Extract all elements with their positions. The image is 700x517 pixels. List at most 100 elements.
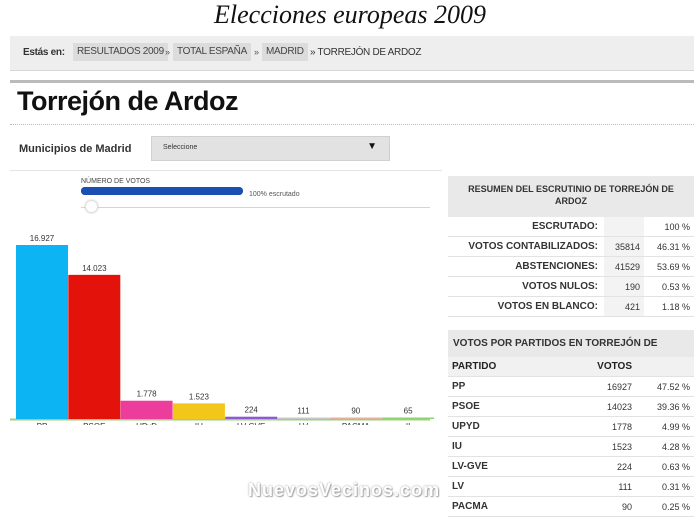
breadcrumb-current: » TORREJÓN DE ARDOZ bbox=[310, 47, 422, 58]
bar-value-label: 111 bbox=[297, 407, 310, 416]
summary-label: VOTOS NULOS: bbox=[448, 276, 604, 297]
summary-row: ABSTENCIONES: 41529 53.69 % bbox=[448, 256, 694, 277]
municipios-select-value: Seleccione bbox=[163, 144, 198, 151]
summary-value: 35814 bbox=[604, 236, 644, 257]
party-votes: 16927 bbox=[550, 376, 638, 397]
party-name: PP bbox=[448, 376, 551, 397]
party-pct: 0.63 % bbox=[638, 456, 694, 477]
breadcrumb-separator: » bbox=[254, 47, 260, 57]
bar-value-label: 90 bbox=[351, 407, 360, 416]
municipios-label: Municipios de Madrid bbox=[19, 143, 132, 155]
municipios-select[interactable]: Seleccione ▼ bbox=[151, 136, 390, 161]
bar-psoe bbox=[68, 274, 121, 419]
summary-pct: 0.53 % bbox=[644, 276, 694, 297]
progress-text: 100% escrutado bbox=[249, 191, 300, 198]
breadcrumb-total-espana[interactable]: TOTAL ESPAÑA bbox=[173, 43, 251, 61]
breadcrumb: Estás en: RESULTADOS 2009 » TOTAL ESPAÑA… bbox=[10, 36, 694, 71]
votes-row: PACMA 90 0.25 % bbox=[448, 496, 694, 517]
summary-pct: 46.31 % bbox=[644, 236, 694, 257]
bar-value-label: 14.023 bbox=[82, 264, 107, 273]
summary-table: ESCRUTADO: 100 % VOTOS CONTABILIZADOS: 3581… bbox=[448, 217, 694, 317]
party-name: PACMA bbox=[448, 496, 551, 517]
slider-handle[interactable] bbox=[85, 200, 98, 213]
summary-value bbox=[604, 217, 644, 237]
summary-pct: 53.69 % bbox=[644, 256, 694, 277]
col-votes-header: VOTOS bbox=[550, 357, 638, 377]
bar-lv-gve bbox=[225, 416, 278, 419]
category-label: II bbox=[406, 422, 410, 425]
party-pct: 39.36 % bbox=[638, 396, 694, 417]
summary-row: VOTOS NULOS: 190 0.53 % bbox=[448, 276, 694, 297]
bar-value-label: 1.523 bbox=[189, 392, 210, 401]
dropdown-arrow-icon: ▼ bbox=[367, 141, 377, 152]
party-pct: 0.31 % bbox=[638, 476, 694, 497]
votes-row: UPYD 1778 4.99 % bbox=[448, 416, 694, 437]
bar-pp bbox=[16, 245, 68, 419]
category-label: UPyD bbox=[136, 422, 157, 425]
breadcrumb-lead: Estás en: bbox=[23, 47, 65, 58]
breadcrumb-resultados[interactable]: RESULTADOS 2009 bbox=[73, 43, 168, 61]
party-pct: 4.99 % bbox=[638, 416, 694, 437]
breadcrumb-madrid[interactable]: MADRID bbox=[262, 43, 308, 61]
summary-value: 190 bbox=[604, 276, 644, 297]
party-votes: 111 bbox=[550, 476, 638, 497]
party-name: PSOE bbox=[448, 396, 551, 417]
bar-upyd bbox=[120, 400, 173, 419]
breadcrumb-separator: » bbox=[165, 47, 171, 57]
summary-row: VOTOS CONTABILIZADOS: 35814 46.31 % bbox=[448, 236, 694, 257]
summary-row: ESCRUTADO: 100 % bbox=[448, 217, 694, 237]
bar-lv bbox=[277, 417, 330, 419]
party-name: LV bbox=[448, 476, 551, 497]
slider-track[interactable] bbox=[81, 207, 430, 208]
category-label: IU bbox=[195, 422, 203, 425]
summary-label: VOTOS EN BLANCO: bbox=[448, 296, 604, 317]
bar-value-label: 1.778 bbox=[137, 390, 158, 399]
col-pct-header bbox=[638, 357, 694, 377]
party-votes: 1523 bbox=[550, 436, 638, 457]
votes-table: PARTIDO VOTOS PP 16927 47.52 % PSOE 14023 39.… bbox=[448, 357, 694, 517]
col-party-header: PARTIDO bbox=[448, 357, 551, 377]
bar-iu bbox=[172, 403, 225, 419]
summary-value: 41529 bbox=[604, 256, 644, 277]
masthead-title: Elecciones europeas 2009 bbox=[214, 0, 486, 29]
bar-value-label: 65 bbox=[404, 407, 413, 416]
summary-value: 421 bbox=[604, 296, 644, 317]
party-name: LV-GVE bbox=[448, 456, 551, 477]
votes-title: VOTOS POR PARTIDOS EN TORREJÓN DE ARDOZ bbox=[448, 330, 694, 376]
bar-pacma bbox=[329, 417, 382, 419]
summary-row: VOTOS EN BLANCO: 421 1.18 % bbox=[448, 296, 694, 317]
votes-row: LV-GVE 224 0.63 % bbox=[448, 456, 694, 477]
progress-label: NÚMERO DE VOTOS bbox=[81, 178, 151, 185]
category-label: LV-GVE bbox=[237, 422, 265, 425]
party-pct: 4.28 % bbox=[638, 436, 694, 457]
party-votes: 90 bbox=[550, 496, 638, 517]
category-label: PP bbox=[37, 422, 48, 425]
title-rule bbox=[10, 80, 694, 83]
category-label: LV bbox=[299, 422, 309, 425]
summary-title: RESUMEN DEL ESCRUTINIO DE TORREJÓN DE AR… bbox=[448, 176, 694, 217]
divider bbox=[10, 124, 694, 125]
bar-value-label: 16.927 bbox=[30, 234, 55, 243]
party-votes: 1778 bbox=[550, 416, 638, 437]
scrutiny-progress-bar bbox=[81, 187, 243, 195]
party-pct: 47.52 % bbox=[638, 376, 694, 397]
party-name: IU bbox=[448, 436, 551, 457]
votes-row: PSOE 14023 39.36 % bbox=[448, 396, 694, 417]
summary-label: ABSTENCIONES: bbox=[448, 256, 604, 277]
votes-row: LV 111 0.31 % bbox=[448, 476, 694, 497]
category-label: PACMA bbox=[342, 422, 371, 425]
watermark-logo: NuevosVecinos.com bbox=[248, 480, 441, 500]
bar-value-label: 224 bbox=[245, 406, 259, 415]
party-votes: 14023 bbox=[550, 396, 638, 417]
scrutiny-progress-fill bbox=[81, 187, 243, 195]
votes-table-header: PARTIDO VOTOS bbox=[448, 357, 694, 377]
category-label: PSOE bbox=[83, 422, 105, 425]
votes-bar-chart: 16.927 PP 14.023 PSOE 1.778 UPyD 1.523 IU 224 LV-… bbox=[10, 234, 435, 425]
summary-pct: 100 % bbox=[644, 217, 694, 237]
party-votes: 224 bbox=[550, 456, 638, 477]
bar-ii bbox=[382, 417, 435, 419]
chart-panel bbox=[10, 170, 442, 511]
votes-row: IU 1523 4.28 % bbox=[448, 436, 694, 457]
party-name: UPYD bbox=[448, 416, 551, 437]
page-title: Torrejón de Ardoz bbox=[17, 86, 239, 116]
